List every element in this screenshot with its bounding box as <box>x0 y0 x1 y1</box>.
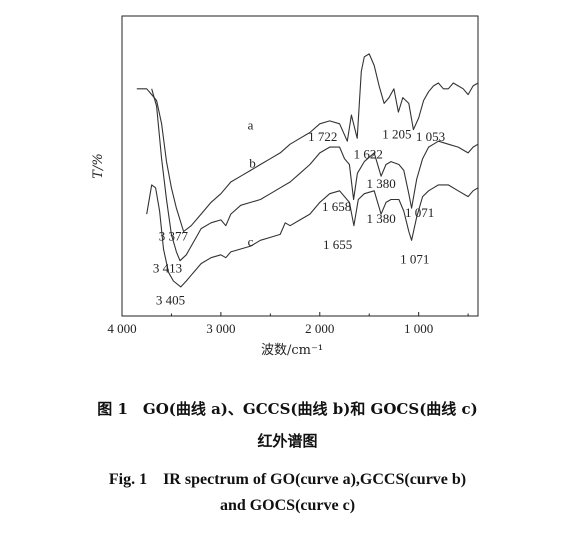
x-axis-title: 波数/cm⁻¹ <box>261 343 323 358</box>
ir-spectrum-chart: 4 000 3 000 2 000 1 000 波数/cm⁻¹ T/% a b c 1 722 1 … <box>91 15 479 358</box>
series-label-c: c <box>248 234 254 249</box>
plot-frame <box>121 15 479 317</box>
peak-annotation-9: 1 380 <box>366 211 395 226</box>
series-line-c <box>146 184 479 288</box>
caption-chinese-line-2: 红外谱图 <box>257 432 318 450</box>
series-label-b: b <box>249 155 256 170</box>
y-axis-title: T/% <box>91 153 106 178</box>
series-line-b <box>151 88 479 262</box>
peak-annotation-2: 1 205 <box>382 126 411 141</box>
x-tick-label-3: 1 000 <box>404 321 433 336</box>
peak-annotation-1: 1 622 <box>354 147 383 162</box>
caption-english-line-1: Fig. 1 IR spectrum of GO(curve a),GCCS(c… <box>108 471 467 488</box>
peak-annotation-4: 1 380 <box>366 176 395 191</box>
peak-annotation-3: 1 053 <box>416 129 445 144</box>
x-tick-label-0: 4 000 <box>107 321 136 336</box>
series-label-a: a <box>248 118 254 133</box>
peak-annotation-5: 3 377 <box>159 228 189 243</box>
peak-annotation-8: 3 413 <box>153 260 182 275</box>
peak-annotation-12: 3 405 <box>156 292 185 307</box>
peak-annotation-7: 1 071 <box>405 205 434 220</box>
x-tick-label-2: 2 000 <box>305 321 334 336</box>
peak-annotation-0: 1 722 <box>308 129 337 144</box>
caption-english-line-2: and GOCS(curve c) <box>219 497 356 514</box>
series-line-a <box>136 53 479 233</box>
caption-chinese-line-1: 图 1 GO(曲线 a)、GCCS(曲线 b)和 GOCS(曲线 c) <box>97 400 478 418</box>
peak-annotation-6: 1 658 <box>322 199 351 214</box>
ir-spectrum-figure: 4 000 3 000 2 000 1 000 波数/cm⁻¹ T/% a b c 1 722 1 … <box>91 15 479 358</box>
peak-annotation-11: 1 071 <box>400 252 429 267</box>
peak-annotation-10: 1 655 <box>323 237 352 252</box>
x-tick-label-1: 3 000 <box>206 321 235 336</box>
